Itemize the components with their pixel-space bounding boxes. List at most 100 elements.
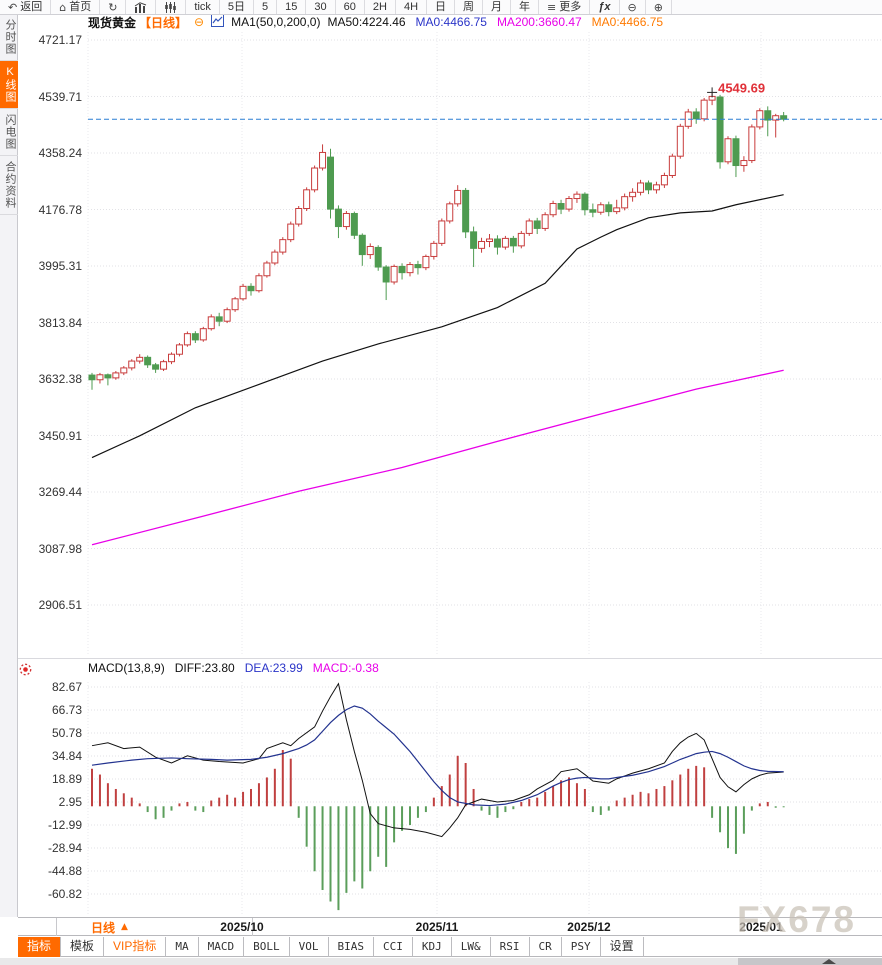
- toolbar-button-label: 年: [519, 0, 531, 13]
- sidebar-tab-time-chart[interactable]: 分时图: [0, 14, 18, 61]
- tab-rsi[interactable]: RSI: [491, 937, 530, 957]
- toolbar-more-button[interactable]: ≡ 更多: [539, 0, 591, 14]
- top-toolbar: ↶ 返回 ⌂ 首页 ↻ tick 5日 5 15 30 60 2H 4H 日周月年 ≡ 更多 ƒx ⊖ ⊕: [0, 0, 882, 15]
- x-axis-month-label: 2025/12: [567, 920, 611, 934]
- tab-lwr[interactable]: LW&: [452, 937, 491, 957]
- toolbar-button-label: 30: [314, 0, 327, 13]
- x-axis-month-label: 2025/10: [220, 920, 264, 934]
- toolbar-zoom-out-button[interactable]: ⊖: [620, 0, 646, 14]
- toolbar-button-label: 首页: [69, 0, 92, 13]
- price-axis-label: 3269.44: [38, 485, 82, 499]
- fx-icon: ƒx: [598, 0, 611, 13]
- period-dropdown[interactable]: 日线 ▲: [56, 918, 253, 936]
- toolbar-day-button[interactable]: 日: [427, 0, 456, 14]
- chart-type-sidebar: 分时图 K线图 闪电图 合约资料: [0, 14, 18, 917]
- indicator-settings-icon[interactable]: [18, 662, 33, 682]
- toolbar-30min-button[interactable]: 30: [306, 0, 336, 14]
- chart-legend: 现货黄金 【日线】 ⊖ MA1(50,0,200,0) MA50:4224.46 M…: [88, 14, 663, 30]
- tab-boll[interactable]: BOLL: [244, 937, 290, 957]
- toolbar-fx-button[interactable]: ƒx: [590, 0, 620, 14]
- toolbar-button-label: 60: [343, 0, 356, 13]
- sidebar-tab-contract-info[interactable]: 合约资料: [0, 156, 18, 215]
- collapse-legend-icon[interactable]: ⊖: [194, 15, 205, 29]
- panel-divider: [0, 658, 882, 659]
- macd-diff-value: DIFF:23.80: [174, 661, 235, 675]
- toolbar-button-label: 15: [285, 0, 298, 13]
- tab-vip-indicator[interactable]: VIP指标: [104, 937, 167, 957]
- price-axis-label: 4176.78: [38, 202, 82, 217]
- scrollbar-handle[interactable]: [738, 958, 882, 965]
- macd-axis-label: -12.99: [47, 818, 82, 833]
- tab-vol[interactable]: VOL: [290, 937, 329, 957]
- horizontal-scrollbar[interactable]: [0, 958, 882, 965]
- x-axis-row: 日线 ▲ 2025/10 2025/11 2025/12 2025/01: [18, 917, 882, 936]
- tab-cci[interactable]: CCI: [374, 937, 413, 957]
- toolbar-line-chart-button[interactable]: [126, 0, 157, 14]
- tab-macd[interactable]: MACD: [199, 937, 245, 957]
- ma-value-label: MA50:4224.46: [327, 15, 406, 29]
- toolbar-back-button[interactable]: ↶ 返回: [0, 0, 52, 14]
- toolbar-2h-button[interactable]: 2H: [365, 0, 396, 14]
- price-axis-label: 3813.84: [38, 315, 82, 330]
- toolbar-week-button[interactable]: 周: [455, 0, 484, 14]
- price-axis-label: 4358.24: [38, 146, 82, 160]
- toolbar-5day-button[interactable]: 5日: [220, 0, 255, 14]
- toolbar-year-button[interactable]: 年: [511, 0, 540, 14]
- zoom-out-icon: ⊖: [627, 0, 637, 14]
- price-axis-label: 3450.91: [38, 428, 82, 443]
- toolbar-button-label: 5日: [227, 0, 246, 13]
- x-axis-month-label: 2025/01: [739, 920, 783, 934]
- collapse-up-icon[interactable]: [822, 959, 836, 964]
- toolbar-button-label: 月: [491, 0, 503, 13]
- toolbar-button-label: 更多: [559, 0, 582, 13]
- symbol-name: 现货黄金: [88, 15, 137, 30]
- ma-value-label: MA0:4466.75: [415, 15, 487, 29]
- toolbar-60min-button[interactable]: 60: [336, 0, 365, 14]
- toolbar-refresh-button[interactable]: ↻: [100, 0, 127, 14]
- toolbar-button-label: 周: [463, 0, 475, 13]
- price-axis-label: 3995.31: [38, 259, 82, 273]
- more-icon: ≡: [547, 0, 557, 14]
- macd-dea-line: [91, 705, 784, 807]
- toolbar-15min-button[interactable]: 15: [277, 0, 307, 14]
- high-price-annotation: 4549.69: [718, 80, 765, 95]
- toolbar-zoom-in-button[interactable]: ⊕: [646, 0, 672, 14]
- toolbar-tick-button[interactable]: tick: [186, 0, 220, 14]
- toolbar-5min-button[interactable]: 5: [254, 0, 278, 14]
- grid-lines: [87, 32, 882, 915]
- price-axis-label: 3087.98: [38, 541, 82, 556]
- ma-value-label: MA200:3660.47: [496, 15, 582, 29]
- tab-bias[interactable]: BIAS: [329, 937, 374, 957]
- home-icon: ⌂: [59, 0, 67, 14]
- dropdown-up-icon: ▲: [121, 922, 128, 932]
- candlestick-series: [88, 93, 788, 390]
- toolbar-candlestick-button[interactable]: [156, 0, 187, 14]
- tab-template[interactable]: 模板: [61, 937, 105, 957]
- bar-chart-icon: [135, 1, 147, 13]
- tab-kdj[interactable]: KDJ: [413, 937, 452, 957]
- toolbar-button-label: 日: [435, 0, 447, 13]
- price-axis-label: 4539.71: [38, 89, 82, 104]
- tab-indicator[interactable]: 指标: [18, 937, 62, 957]
- macd-axis-label: 82.67: [51, 680, 82, 694]
- macd-axis-label: -60.82: [47, 887, 82, 902]
- tab-ma[interactable]: MA: [166, 937, 199, 957]
- ma-value-label: MA0:4466.75: [591, 15, 664, 29]
- price-and-macd-chart-canvas[interactable]: 4549.69: [0, 0, 882, 917]
- sidebar-tab-kline-chart[interactable]: K线图: [0, 61, 18, 109]
- macd-legend: MACD(13,8,9) DIFF:23.80 DEA:23.99 MACD:-…: [88, 661, 379, 675]
- price-axis-label: 2906.51: [38, 598, 82, 613]
- toolbar-month-button[interactable]: 月: [483, 0, 512, 14]
- toolbar-button-label: 返回: [20, 0, 43, 13]
- tab-settings[interactable]: 设置: [601, 937, 644, 957]
- price-axis-label: 4721.17: [38, 33, 82, 47]
- toolbar-4h-button[interactable]: 4H: [396, 0, 428, 14]
- sidebar-tab-lightning-chart[interactable]: 闪电图: [0, 109, 18, 156]
- toolbar-home-button[interactable]: ⌂ 首页: [51, 0, 101, 14]
- macd-macd-value: MACD:-0.38: [312, 661, 379, 675]
- tab-cr[interactable]: CR: [530, 937, 562, 957]
- tab-psy[interactable]: PSY: [562, 937, 601, 957]
- macd-histogram: [91, 750, 785, 911]
- candlestick-icon: [165, 1, 177, 13]
- macd-axis-label: 50.78: [51, 726, 82, 740]
